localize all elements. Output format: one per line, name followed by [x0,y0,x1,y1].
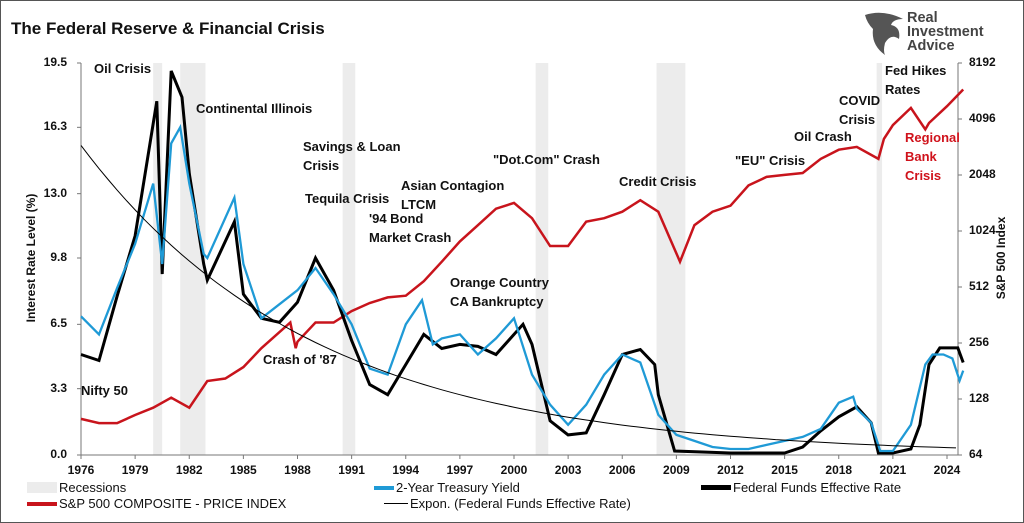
x-tick-label: 2021 [879,463,907,477]
chart-title: The Federal Reserve & Financial Crisis [11,19,325,38]
y-tick-label: 0.0 [50,447,67,461]
y2-tick-label: 64 [969,447,983,461]
annotation: Regional Bank Crisis [905,130,960,183]
logo: Real Investment Advice [863,9,1013,57]
logo-text: Real Investment Advice [907,10,984,54]
x-tick-label: 2018 [825,463,853,477]
series-expon-trend-line [80,145,957,449]
annotation: Nifty 50 [81,383,128,398]
y-tick-label: 19.5 [43,55,67,69]
y-tick-label: 3.3 [50,380,67,395]
y2-axis-label: S&P 500 Index [994,216,1008,300]
y2-tick-label: 4096 [969,111,996,125]
annotation: Continental Illinois [196,101,313,116]
annotation: COVID Crisis [839,93,881,127]
annotation: Crash of '87 [263,352,337,367]
y2-tick-label: 2048 [969,167,996,181]
x-tick-label: 2015 [771,463,798,477]
y2-tick-label: 512 [969,279,990,293]
series-2yr-treasury-line [80,123,965,453]
x-tick-label: 2003 [554,463,582,477]
x-tick-label: 1982 [175,463,203,477]
y-tick-label: 9.8 [50,249,67,264]
x-tick-label: 1994 [392,463,420,477]
y-tick-label: 16.3 [43,119,67,134]
series-sp500-line [80,88,965,425]
annotation: '94 Bond Market Crash [369,211,452,245]
y2-tick-label: 256 [969,335,990,349]
annotation: Oil Crash [794,129,852,144]
x-tick-label: 2009 [663,463,690,477]
annotation: Credit Crisis [619,174,697,189]
annotation: Savings & Loan Crisis [303,139,401,173]
x-tick-label: 1979 [121,463,149,477]
x-tick-label: 1985 [230,463,257,477]
x-tick-label: 2012 [717,463,744,477]
x-tick-label: 1991 [338,463,365,477]
legend-expon: Expon. (Federal Funds Effective Rate) [384,496,631,511]
annotation: Oil Crisis [94,61,152,76]
annotation: Fed Hikes Rates [885,63,947,97]
legend-2yr: 2-Year Treasury Yield [374,480,520,495]
annotation: "Dot.Com" Crash [493,152,600,167]
eagle-logo-icon [865,12,903,55]
x-tick-label: 1976 [67,463,95,477]
annotation: "EU" Crisis [735,153,806,168]
recession-band [876,63,883,455]
legend-fedfunds: Federal Funds Effective Rate [701,480,901,495]
x-tick-label: 2000 [500,463,528,477]
x-tick-label: 2024 [933,463,961,477]
recession-band [342,63,356,455]
x-tick-label: 1997 [446,463,474,477]
recession-band [535,63,549,455]
x-tick-label: 1988 [284,463,311,477]
legend-recessions: Recessions [27,480,126,495]
annotation: Asian Contagion LTCM [401,178,505,212]
annotation: Tequila Crisis [305,191,390,206]
y2-tick-label: 8192 [969,55,996,69]
legend-sp500: S&P 500 COMPOSITE - PRICE INDEX [27,496,286,511]
recession-band [153,63,163,455]
x-tick-label: 2006 [608,463,636,477]
annotation: Orange Country CA Bankruptcy [450,275,549,309]
y-tick-label: 6.5 [50,316,67,331]
y2-tick-label: 1024 [969,223,996,237]
y2-tick-label: 128 [969,391,990,405]
y-tick-label: 13.0 [43,185,67,200]
